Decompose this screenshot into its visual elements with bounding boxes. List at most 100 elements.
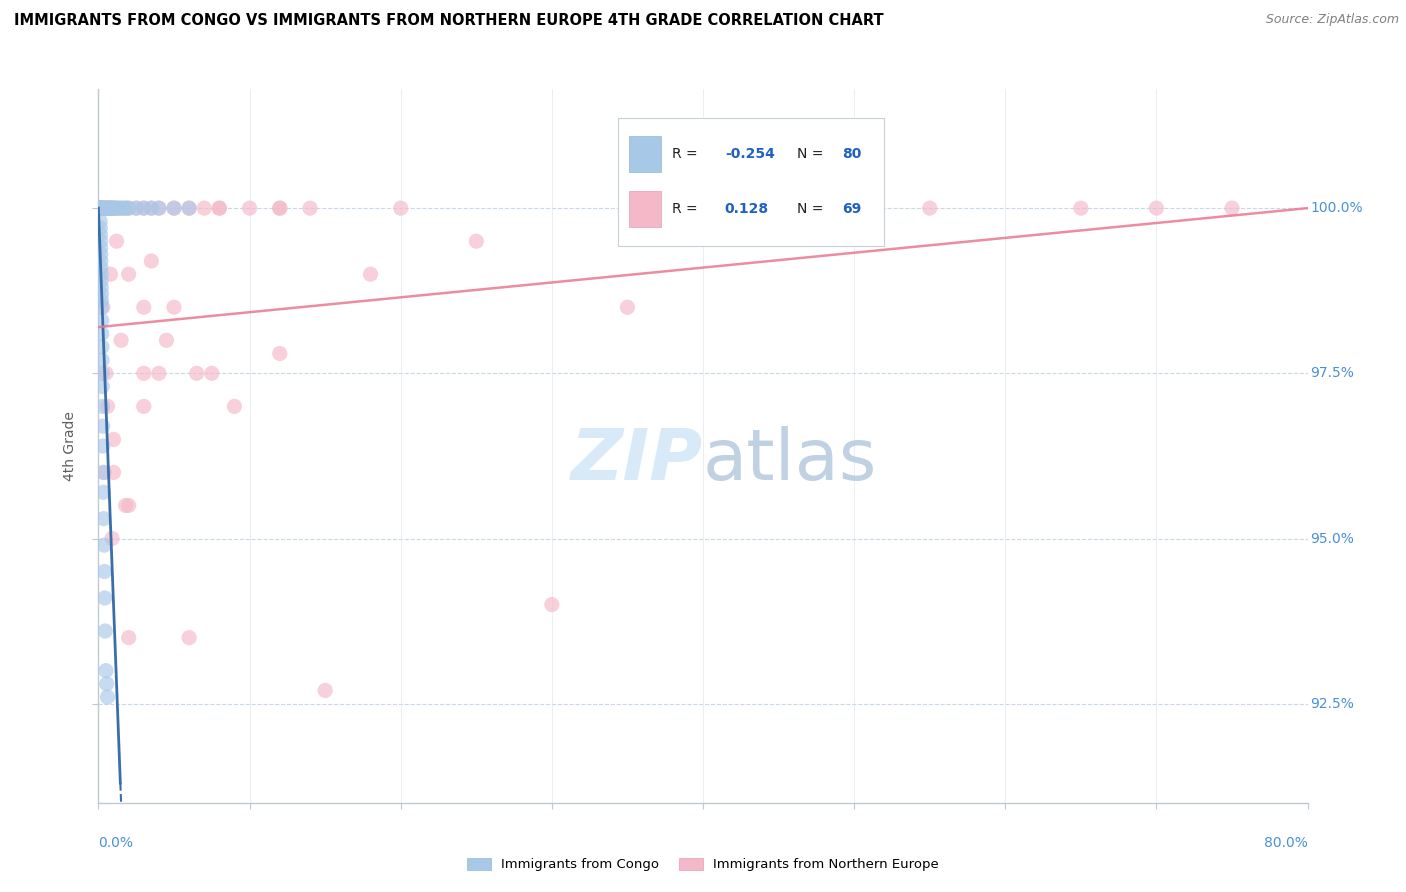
Point <box>114 201 136 215</box>
Point <box>101 201 124 215</box>
Point <box>104 201 127 215</box>
Point <box>100 201 122 215</box>
Point <box>89 221 111 235</box>
Point <box>163 201 186 215</box>
Point <box>89 201 111 215</box>
Point <box>269 201 291 215</box>
Point <box>179 201 201 215</box>
Point <box>89 201 111 215</box>
Point <box>101 201 124 215</box>
Text: Source: ZipAtlas.com: Source: ZipAtlas.com <box>1265 13 1399 27</box>
Point <box>465 234 488 248</box>
Point <box>118 201 141 215</box>
Text: 69: 69 <box>842 202 860 216</box>
Text: 97.5%: 97.5% <box>1310 367 1354 380</box>
Text: N =: N = <box>797 146 827 161</box>
Point <box>89 201 111 215</box>
Point <box>110 333 132 347</box>
Text: atlas: atlas <box>703 425 877 495</box>
Point <box>87 201 110 215</box>
Point <box>105 201 128 215</box>
Point <box>114 201 136 215</box>
Point <box>93 201 115 215</box>
Point <box>90 300 112 314</box>
Point <box>97 201 120 215</box>
Legend: Immigrants from Congo, Immigrants from Northern Europe: Immigrants from Congo, Immigrants from N… <box>461 853 945 877</box>
Bar <box>628 136 661 171</box>
Point <box>155 333 177 347</box>
Point <box>91 439 114 453</box>
Point <box>93 201 115 215</box>
Point <box>91 379 114 393</box>
Point <box>91 201 114 215</box>
Point <box>87 201 110 215</box>
Point <box>125 201 148 215</box>
Point <box>89 201 111 215</box>
Point <box>100 201 122 215</box>
Point <box>114 499 136 513</box>
Point <box>89 201 111 215</box>
Point <box>96 690 118 704</box>
Point <box>132 400 155 414</box>
Point <box>90 254 112 268</box>
Point <box>90 227 112 242</box>
Point <box>89 214 111 228</box>
Point <box>90 201 112 215</box>
Point <box>89 201 111 215</box>
Point <box>389 201 412 215</box>
Point <box>616 300 638 314</box>
Text: 95.0%: 95.0% <box>1310 532 1354 546</box>
Text: 100.0%: 100.0% <box>1310 201 1362 215</box>
Point <box>94 664 117 678</box>
Point <box>100 267 122 281</box>
Point <box>132 201 155 215</box>
Point <box>100 201 122 215</box>
Point <box>90 234 112 248</box>
Point <box>918 201 941 215</box>
Point <box>93 201 115 215</box>
Point <box>224 400 246 414</box>
Point <box>1220 201 1243 215</box>
Point <box>90 241 112 255</box>
Point <box>96 201 118 215</box>
Point <box>540 598 562 612</box>
Point <box>108 201 131 215</box>
Point <box>201 367 224 381</box>
Point <box>89 201 111 215</box>
Point <box>91 300 114 314</box>
Point <box>141 201 163 215</box>
Point <box>360 267 382 281</box>
Point <box>89 201 111 215</box>
Point <box>91 367 114 381</box>
Point <box>125 201 148 215</box>
Point <box>93 466 115 480</box>
Text: 0.0%: 0.0% <box>98 836 134 850</box>
Point <box>93 485 115 500</box>
Point <box>90 280 112 294</box>
Point <box>90 313 112 327</box>
Point <box>118 499 141 513</box>
Point <box>141 254 163 268</box>
Text: 92.5%: 92.5% <box>1310 697 1354 711</box>
Point <box>90 201 112 215</box>
Point <box>89 201 111 215</box>
Text: R =: R = <box>672 146 702 161</box>
Point <box>91 466 114 480</box>
Point <box>208 201 231 215</box>
Point <box>90 247 112 261</box>
Point <box>89 201 111 215</box>
Point <box>89 201 111 215</box>
Point <box>148 367 170 381</box>
Point <box>98 201 121 215</box>
Point <box>186 367 208 381</box>
Point <box>90 326 112 341</box>
Point <box>132 201 155 215</box>
Point <box>208 201 231 215</box>
Point <box>314 683 336 698</box>
Point <box>118 631 141 645</box>
Point <box>90 201 112 215</box>
Point <box>110 201 132 215</box>
Point <box>103 201 125 215</box>
Point <box>94 201 117 215</box>
Point <box>118 201 141 215</box>
